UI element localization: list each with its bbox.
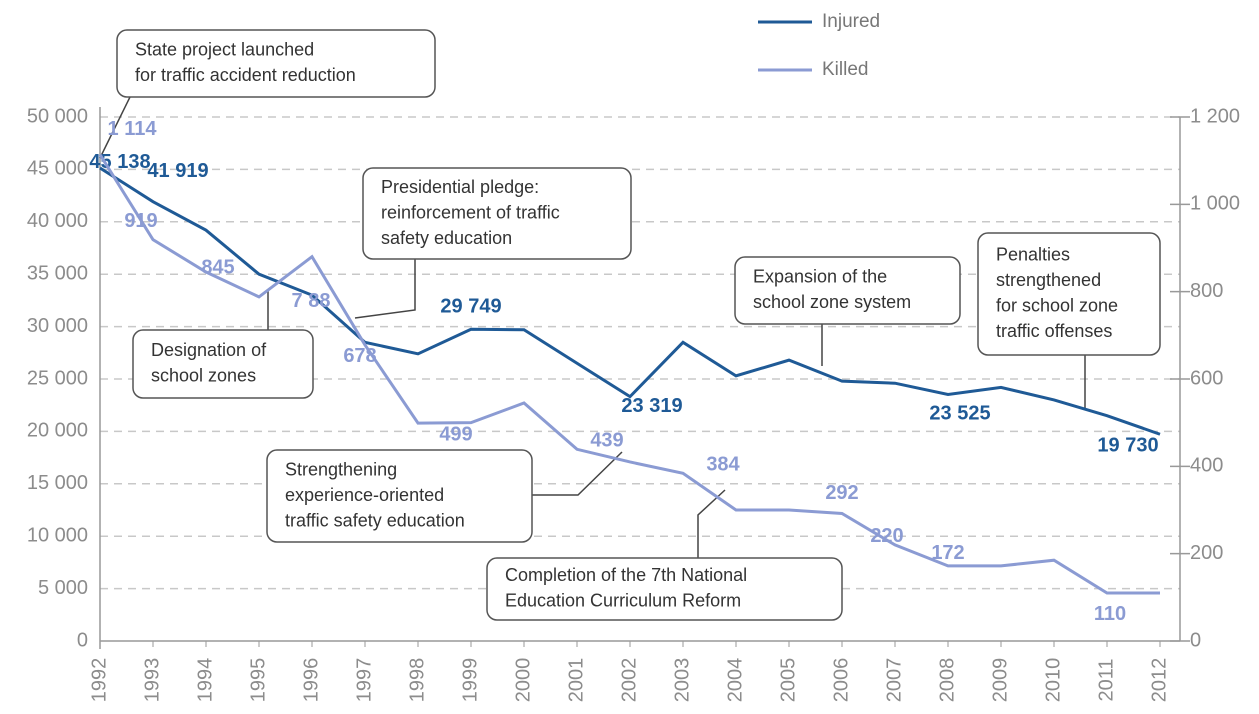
x-tick-label: 1998 xyxy=(406,658,428,703)
value-label: 45 138 xyxy=(89,151,150,173)
annotation-text: reinforcement of traffic xyxy=(381,202,560,222)
y2-tick-label: 1 000 xyxy=(1190,193,1240,215)
annotation-box xyxy=(266,449,533,543)
x-tick-label: 2006 xyxy=(830,658,852,703)
annotation-text: school zones xyxy=(151,366,256,386)
value-label: 172 xyxy=(931,542,964,564)
value-label: 439 xyxy=(590,430,623,452)
x-tick-label: 2005 xyxy=(777,658,799,703)
annotation-text: traffic safety education xyxy=(285,510,465,530)
annotation-connector xyxy=(697,489,726,558)
value-label: 292 xyxy=(825,482,858,504)
annotation-text: Designation of xyxy=(151,340,267,360)
value-label: 23 525 xyxy=(929,403,990,425)
annotation-box xyxy=(116,29,436,98)
x-tick-label: 1995 xyxy=(247,658,269,703)
annotation-box xyxy=(486,557,843,621)
value-label: 23 319 xyxy=(621,395,682,417)
x-tick-label: 2011 xyxy=(1095,658,1117,701)
value-label: 110 xyxy=(1094,603,1126,625)
value-label: 919 xyxy=(124,210,157,232)
annotation-text: Penalties xyxy=(996,245,1070,265)
annotation-text: Presidential pledge: xyxy=(381,177,539,197)
annotation-text: for school zone xyxy=(996,296,1118,316)
y-tick-label: 50 000 xyxy=(27,105,88,127)
annotation-box xyxy=(362,167,632,260)
annotation-text: State project launched xyxy=(135,40,314,60)
annotation-connector xyxy=(532,451,623,496)
value-label: 19 730 xyxy=(1097,435,1158,457)
value-label: 1 114 xyxy=(108,118,158,140)
value-label: 41 919 xyxy=(147,160,208,182)
x-tick-label: 2001 xyxy=(565,658,587,703)
y-tick-label: 0 xyxy=(77,629,88,651)
value-label: 29 749 xyxy=(440,296,501,318)
x-tick-label: 1997 xyxy=(353,658,375,703)
annotation-text: strengthened xyxy=(996,270,1101,290)
y2-tick-label: 800 xyxy=(1190,280,1223,302)
y-tick-label: 40 000 xyxy=(27,210,88,232)
annotation-box xyxy=(734,256,961,325)
value-label: 845 xyxy=(201,256,234,278)
value-label: 384 xyxy=(706,454,740,476)
y-tick-label: 20 000 xyxy=(27,420,88,442)
legend-label: Injured xyxy=(822,11,880,32)
value-label: 220 xyxy=(870,525,903,547)
y2-tick-label: 600 xyxy=(1190,367,1223,389)
annotation-text: experience-oriented xyxy=(285,485,444,505)
x-tick-label: 1996 xyxy=(300,658,322,703)
annotation-text: safety education xyxy=(381,228,512,248)
x-tick-label: 2008 xyxy=(936,658,958,703)
x-tick-label: 2004 xyxy=(724,658,746,703)
x-tick-label: 2009 xyxy=(989,658,1011,703)
annotation-text: Expansion of the xyxy=(753,267,887,287)
x-tick-label: 2000 xyxy=(512,658,534,703)
series-line xyxy=(99,166,1161,436)
y-tick-label: 5 000 xyxy=(38,577,88,599)
series-line xyxy=(98,153,1160,595)
annotation-text: Completion of the 7th National xyxy=(505,565,747,585)
value-label: 678 xyxy=(343,345,376,367)
y-tick-label: 35 000 xyxy=(27,262,88,284)
annotation-connector xyxy=(354,259,416,319)
y2-tick-label: 1 200 xyxy=(1190,105,1240,127)
value-label: 7 88 xyxy=(292,290,331,312)
annotation-box xyxy=(977,232,1161,356)
annotation-text: school zone system xyxy=(753,292,911,312)
y2-tick-label: 0 xyxy=(1190,629,1201,651)
y2-tick-label: 400 xyxy=(1190,455,1223,477)
annotation-text: Education Curriculum Reform xyxy=(505,591,741,611)
x-tick-label: 2012 xyxy=(1148,658,1170,703)
x-tick-label: 1994 xyxy=(194,658,216,703)
y-tick-label: 15 000 xyxy=(27,472,88,494)
x-tick-label: 1999 xyxy=(459,658,481,703)
x-tick-label: 1993 xyxy=(141,658,163,703)
legend-label: Killed xyxy=(822,59,868,80)
annotation-connector xyxy=(99,96,131,159)
x-tick-label: 2002 xyxy=(618,658,640,703)
x-tick-label: 2010 xyxy=(1042,658,1064,703)
x-tick-label: 2003 xyxy=(671,658,693,703)
annotation-text: traffic offenses xyxy=(996,321,1112,341)
y2-tick-label: 200 xyxy=(1190,542,1223,564)
y-tick-label: 30 000 xyxy=(27,315,88,337)
y-tick-label: 45 000 xyxy=(27,158,88,180)
annotation-box xyxy=(132,329,314,399)
x-tick-label: 2007 xyxy=(883,658,905,703)
value-label: 499 xyxy=(439,423,472,445)
annotation-text: Strengthening xyxy=(285,459,397,479)
x-tick-label: 1992 xyxy=(88,658,110,703)
annotation-text: for traffic accident reduction xyxy=(135,65,356,85)
y-tick-label: 10 000 xyxy=(27,524,88,546)
y-tick-label: 25 000 xyxy=(27,367,88,389)
